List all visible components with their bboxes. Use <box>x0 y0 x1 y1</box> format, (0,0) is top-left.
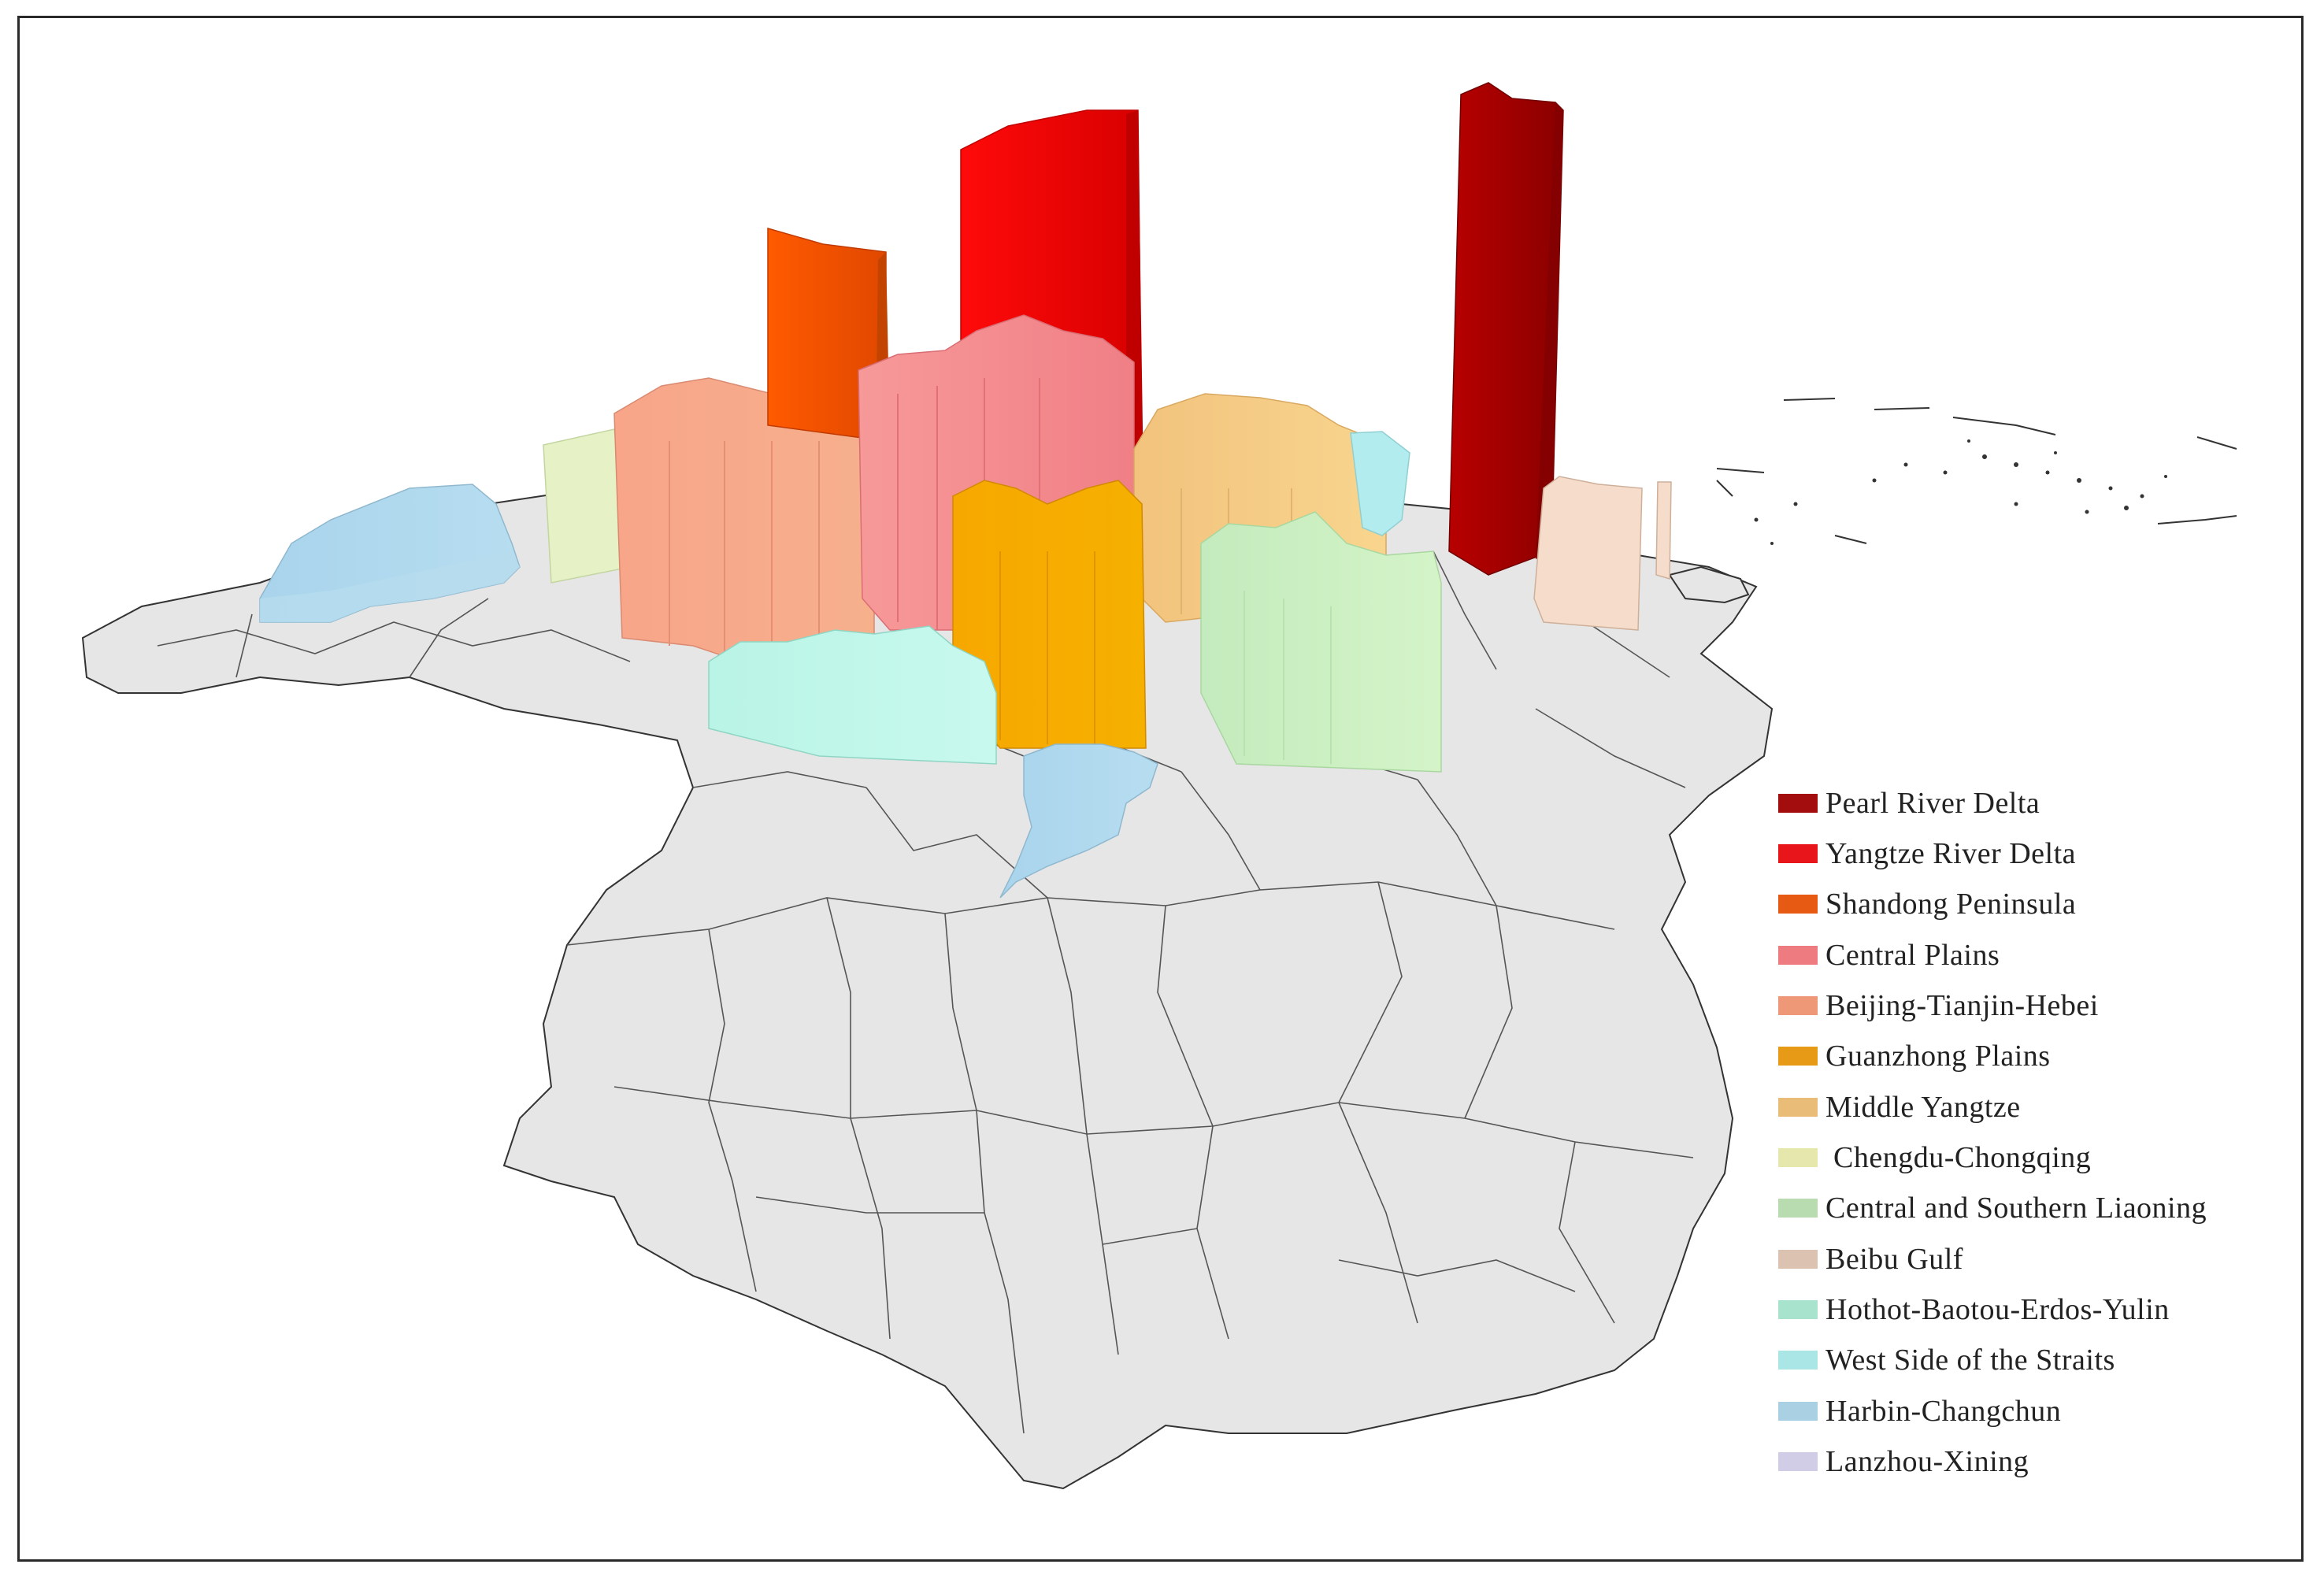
legend-item-middle-yangtze: Middle Yangtze <box>1778 1088 2021 1127</box>
legend-label: Chengdu-Chongqing <box>1825 1141 2092 1174</box>
legend-label: Lanzhou-Xining <box>1825 1445 2029 1478</box>
legend-item-yangtze-river-delta: Yangtze River Delta <box>1778 834 2076 873</box>
region-hothot-baotou-erdos-yulin <box>708 625 997 765</box>
legend-swatch <box>1778 1148 1818 1167</box>
legend-swatch <box>1778 996 1818 1015</box>
legend-label: West Side of the Straits <box>1825 1344 2115 1377</box>
legend-item-guanzhong-plains: Guanzhong Plains <box>1778 1036 2051 1076</box>
region-beibu-gulf <box>1533 476 1672 631</box>
legend-label: Harbin-Changchun <box>1825 1395 2062 1428</box>
legend-item-chengdu-chongqing: Chengdu-Chongqing <box>1778 1138 2091 1177</box>
legend-swatch <box>1778 794 1818 813</box>
legend-item-harbin-changchun: Harbin-Changchun <box>1778 1392 2061 1431</box>
legend-swatch <box>1778 946 1818 965</box>
legend-swatch <box>1778 1351 1818 1370</box>
legend-label: Central and Southern Liaoning <box>1825 1192 2207 1225</box>
legend-label: Central Plains <box>1825 939 2000 972</box>
legend-label: Guanzhong Plains <box>1825 1040 2051 1073</box>
region-beijing-tianjin-hebei <box>613 377 875 686</box>
legend-item-central-southern-liaoning: Central and Southern Liaoning <box>1778 1188 2207 1228</box>
legend-swatch <box>1778 1098 1818 1117</box>
legend-item-pearl-river-delta: Pearl River Delta <box>1778 784 2040 823</box>
legend-swatch <box>1778 1047 1818 1066</box>
legend-swatch <box>1778 895 1818 914</box>
legend-item-hothot-baotou-erdos-yulin: Hothot-Baotou-Erdos-Yulin <box>1778 1290 2170 1329</box>
legend-label: Middle Yangtze <box>1825 1091 2021 1124</box>
region-harbin-changchun <box>259 484 521 623</box>
region-central-southern-liaoning <box>1200 511 1442 773</box>
legend-swatch <box>1778 1300 1818 1319</box>
legend-label: Shandong Peninsula <box>1825 888 2077 921</box>
legend-item-beijing-tianjin-hebei: Beijing-Tianjin-Hebei <box>1778 986 2099 1025</box>
legend-label: Pearl River Delta <box>1825 787 2040 820</box>
legend-swatch <box>1778 1250 1818 1269</box>
region-harbin-changchun-south <box>999 743 1158 899</box>
legend-item-lanzhou-xining: Lanzhou-Xining <box>1778 1442 2029 1481</box>
legend-label: Hothot-Baotou-Erdos-Yulin <box>1825 1293 2170 1326</box>
legend-item-west-side-straits: West Side of the Straits <box>1778 1340 2115 1380</box>
legend-swatch <box>1778 1199 1818 1218</box>
region-west-side-straits <box>1350 431 1410 536</box>
legend-label: Beijing-Tianjin-Hebei <box>1825 989 2099 1022</box>
legend-swatch <box>1778 1402 1818 1421</box>
legend-swatch <box>1778 1452 1818 1471</box>
legend-item-central-plains: Central Plains <box>1778 936 2000 975</box>
legend-label: Yangtze River Delta <box>1825 837 2077 870</box>
legend-swatch <box>1778 844 1818 863</box>
legend-item-beibu-gulf: Beibu Gulf <box>1778 1240 1963 1279</box>
region-pearl-river-delta <box>1448 82 1564 576</box>
legend-label: Beibu Gulf <box>1825 1243 1963 1276</box>
legend-item-shandong-peninsula: Shandong Peninsula <box>1778 884 2076 924</box>
